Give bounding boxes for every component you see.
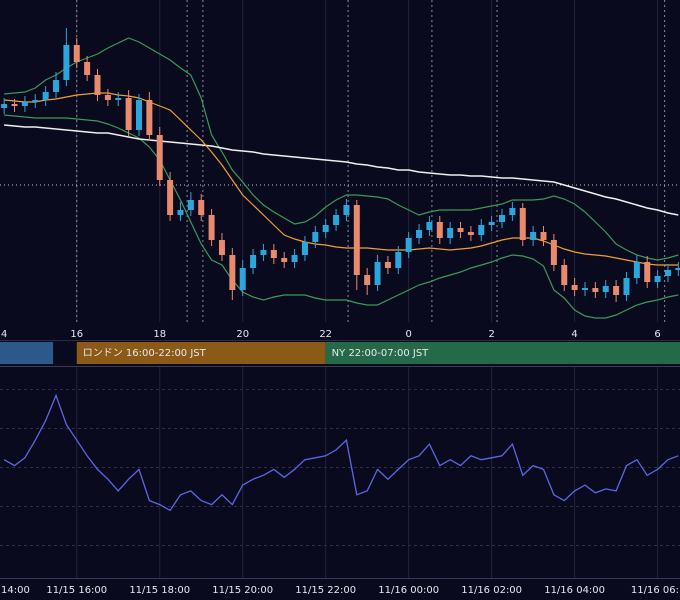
candle-body — [125, 98, 132, 130]
candle-body — [364, 275, 371, 285]
candle-body — [519, 208, 526, 240]
candle-body — [73, 45, 80, 62]
x-tick-label: 4 — [571, 329, 577, 340]
candle-body — [613, 286, 620, 295]
candle-body — [229, 255, 236, 290]
x-tick-label: 11/16 06: — [631, 585, 679, 596]
indicator-line — [4, 92, 679, 266]
candle-body — [374, 262, 381, 285]
session-band — [325, 342, 680, 364]
x-tick-label: 6 — [654, 329, 660, 340]
candle-body — [426, 222, 433, 230]
indicator-line — [4, 114, 679, 319]
indicator-line — [4, 37, 679, 261]
candle-body — [405, 238, 412, 252]
candle-body — [301, 242, 308, 255]
candle-body — [187, 200, 194, 210]
session-band — [0, 342, 54, 364]
x-tick-label: 18 — [153, 329, 166, 340]
candle-body — [84, 62, 91, 75]
candle-body — [384, 262, 391, 268]
candle-body — [270, 250, 277, 258]
candle-body — [540, 232, 547, 240]
candle-body — [436, 222, 443, 238]
candle-body — [53, 80, 60, 92]
candle-body — [675, 268, 680, 270]
candle-body — [63, 45, 70, 80]
candle-body — [499, 215, 506, 222]
x-tick-label: 11/15 20:00 — [212, 585, 273, 596]
candle-body — [664, 270, 671, 276]
candle-body — [42, 92, 49, 100]
candle-body — [322, 225, 329, 232]
candle-body — [21, 102, 28, 106]
candle-body — [198, 200, 205, 215]
candle-body — [1, 104, 8, 108]
x-tick-label: 16 — [70, 329, 83, 340]
candle-body — [633, 262, 640, 278]
x-tick-label: 4 — [1, 329, 7, 340]
candle-body — [218, 240, 225, 255]
candle-body — [592, 288, 599, 292]
candle-body — [146, 100, 153, 135]
candle-body — [447, 228, 454, 238]
candle-body — [488, 222, 495, 225]
candle-body — [156, 135, 163, 180]
candle-body — [530, 232, 537, 240]
candle-body — [478, 225, 485, 235]
candle-body — [467, 232, 474, 235]
candle-body — [135, 100, 142, 130]
x-tick-label: 11/15 22:00 — [295, 585, 356, 596]
candle-body — [644, 262, 651, 282]
x-tick-label: 11/15 16:00 — [46, 585, 107, 596]
candle-body — [208, 215, 215, 240]
x-tick-label: 11/16 02:00 — [461, 585, 522, 596]
candle-body — [312, 232, 319, 242]
candle-body — [32, 100, 39, 102]
x-tick-label: 11/16 00:00 — [378, 585, 439, 596]
x-tick-label: 11/15 18:00 — [129, 585, 190, 596]
candle-body — [509, 208, 516, 215]
candle-body — [167, 180, 174, 215]
session-label: NY 22:00-07:00 JST — [332, 348, 429, 359]
candle-body — [260, 250, 267, 255]
candle-body — [416, 230, 423, 238]
candle-body — [333, 215, 340, 225]
candle-body — [353, 205, 360, 275]
oscillator-line — [3, 393, 679, 512]
candle-body — [115, 98, 122, 100]
candle-body — [291, 255, 298, 262]
session-band — [76, 342, 326, 364]
x-tick-label: 11/16 04:00 — [544, 585, 605, 596]
session-label: ロンドン 16:00-22:00 JST — [83, 348, 207, 359]
candle-body — [561, 265, 568, 285]
x-tick-label: 20 — [236, 329, 249, 340]
candle-body — [457, 228, 464, 232]
candle-body — [281, 258, 288, 262]
candle-body — [94, 75, 101, 95]
candle-body — [550, 240, 557, 265]
indicator-line — [4, 124, 679, 216]
candle-body — [250, 255, 257, 268]
candle-body — [581, 288, 588, 290]
candle-body — [654, 276, 661, 282]
candle-body — [571, 285, 578, 290]
candle-body — [177, 210, 184, 215]
candle-body — [11, 104, 18, 106]
candle-body — [343, 205, 350, 215]
x-tick-label: 22 — [319, 329, 332, 340]
candle-body — [395, 252, 402, 268]
x-tick-label: 0 — [405, 329, 411, 340]
candle-body — [239, 268, 246, 290]
candle-body — [602, 286, 609, 292]
x-tick-label: 14:00 — [1, 585, 30, 596]
x-tick-label: 2 — [488, 329, 494, 340]
candle-body — [623, 278, 630, 295]
candle-body — [104, 95, 111, 100]
